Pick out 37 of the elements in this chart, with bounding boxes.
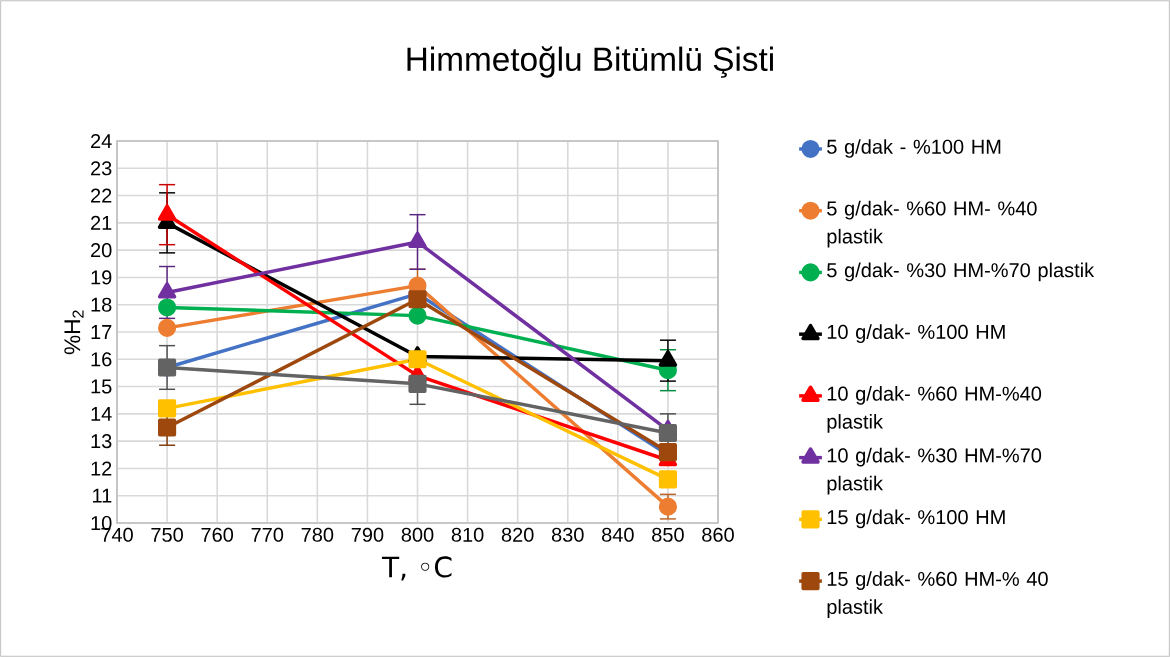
y-tick-label: 23 <box>91 161 112 176</box>
x-tick-label: 770 <box>251 527 284 542</box>
x-tick-label: 820 <box>501 527 534 542</box>
legend-label: 10 g/dak- %60 HM-%40 plastik <box>827 386 1042 433</box>
x-tick-label: 790 <box>351 527 384 542</box>
y-axis-title: %H$_{2}$ <box>64 310 84 355</box>
y-tick-label: 20 <box>91 243 112 258</box>
chart-title: Himmetoğlu Bitümlü Şisti <box>407 46 773 78</box>
legend-label: 5 g/dak- %60 HM- %40 plastik <box>827 200 1037 248</box>
y-tick-label: 11 <box>93 488 112 503</box>
x-tick-label: 780 <box>301 527 334 542</box>
legend-label: 15 g/dak- %60 HM-% 40 plastik <box>827 571 1048 618</box>
y-tick-label: 16 <box>91 352 112 367</box>
legend-label: 5 g/dak- %30 HM-%70 plastik <box>827 262 1095 282</box>
y-tick-label: 14 <box>91 406 112 421</box>
y-tick-label: 24 <box>91 134 112 148</box>
legend-label: 10 g/dak- %30 HM-%70 plastik <box>827 447 1042 495</box>
legend-label: 15 g/dak- %100 HM <box>827 509 1005 529</box>
y-tick-label: 18 <box>91 297 112 312</box>
y-tick-label: 17 <box>91 325 112 339</box>
legend-label: 10 g/dak- %100 HM <box>827 324 1005 343</box>
x-tick-label: 840 <box>602 527 634 542</box>
legend-label: 5 g/dak - %100 HM <box>827 139 1001 158</box>
x-tick-label: 760 <box>201 527 234 542</box>
x-tick-label: 830 <box>551 527 584 542</box>
x-axis-title: T, ◦C <box>381 556 452 581</box>
x-tick-label: 850 <box>652 527 684 542</box>
x-tick-label: 750 <box>151 527 183 542</box>
y-tick-label: 13 <box>91 434 112 449</box>
x-tick-label: 800 <box>401 527 434 542</box>
x-tick-label: 860 <box>702 527 734 542</box>
y-tick-label: 19 <box>91 270 112 285</box>
y-tick-label: 15 <box>91 379 112 394</box>
y-tick-label: 22 <box>91 188 112 203</box>
y-tick-label: 21 <box>91 215 112 230</box>
y-tick-label: 12 <box>91 461 112 476</box>
x-tick-label: 810 <box>451 527 484 542</box>
